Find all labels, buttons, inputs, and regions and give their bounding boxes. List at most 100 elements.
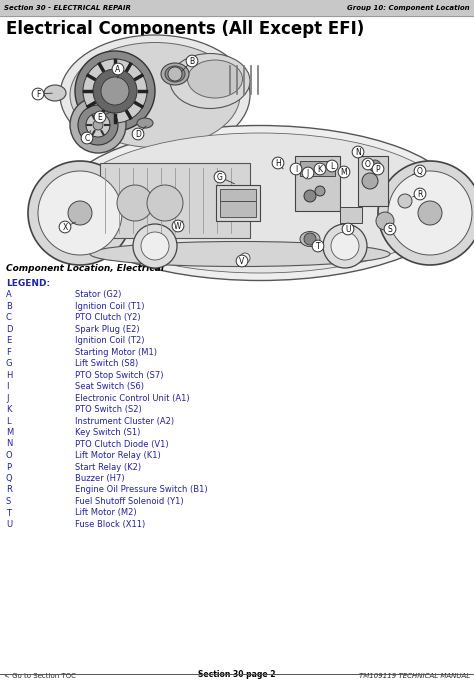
Circle shape — [133, 224, 177, 268]
Text: U: U — [6, 520, 12, 529]
Text: Ignition Coil (T1): Ignition Coil (T1) — [75, 301, 145, 310]
Text: S: S — [388, 225, 392, 234]
Text: T: T — [316, 241, 320, 251]
Ellipse shape — [70, 133, 450, 273]
Text: M: M — [341, 167, 347, 176]
Text: C: C — [84, 133, 90, 142]
Text: F: F — [6, 348, 11, 357]
Bar — [0, 20, 474, 261]
Text: Start Relay (K2): Start Relay (K2) — [75, 462, 141, 471]
Text: M: M — [6, 428, 13, 437]
Ellipse shape — [44, 85, 66, 101]
Text: J: J — [6, 393, 9, 402]
Circle shape — [86, 113, 110, 137]
Circle shape — [240, 253, 250, 263]
Circle shape — [362, 173, 378, 189]
Circle shape — [68, 201, 92, 225]
Circle shape — [418, 201, 442, 225]
Circle shape — [168, 67, 182, 81]
Text: B: B — [6, 301, 12, 310]
Text: A: A — [6, 290, 12, 299]
Text: E: E — [98, 113, 102, 122]
Circle shape — [388, 171, 472, 255]
Circle shape — [398, 194, 412, 208]
Ellipse shape — [90, 241, 390, 267]
Bar — [340, 207, 362, 223]
Circle shape — [101, 77, 129, 105]
Text: Section 30 - ELECTRICAL REPAIR: Section 30 - ELECTRICAL REPAIR — [4, 5, 131, 11]
Text: H: H — [275, 158, 281, 167]
Text: K: K — [318, 164, 322, 173]
Text: B: B — [190, 57, 194, 66]
Circle shape — [376, 212, 394, 230]
Text: E: E — [6, 336, 11, 345]
Circle shape — [83, 59, 147, 123]
Text: PTO Clutch (Y2): PTO Clutch (Y2) — [75, 313, 141, 322]
Circle shape — [323, 224, 367, 268]
Text: L: L — [6, 417, 10, 426]
Text: Buzzer (H7): Buzzer (H7) — [75, 474, 125, 483]
Circle shape — [378, 161, 474, 265]
Text: I: I — [6, 382, 9, 391]
Circle shape — [304, 190, 316, 202]
Circle shape — [38, 171, 122, 255]
Text: D: D — [6, 325, 12, 334]
Ellipse shape — [161, 63, 189, 85]
Circle shape — [141, 232, 169, 260]
Circle shape — [315, 186, 325, 196]
Text: P: P — [6, 462, 11, 471]
Circle shape — [75, 51, 155, 131]
Text: Electrical Components (All Except EFI): Electrical Components (All Except EFI) — [6, 20, 364, 38]
Ellipse shape — [300, 231, 320, 247]
Text: D: D — [135, 129, 141, 138]
Text: T: T — [6, 509, 11, 518]
Circle shape — [117, 185, 153, 221]
Text: L: L — [330, 162, 334, 171]
Text: Stator (G2): Stator (G2) — [75, 290, 121, 299]
Text: F: F — [36, 90, 40, 99]
Ellipse shape — [137, 118, 153, 128]
Circle shape — [28, 161, 132, 265]
Text: X: X — [63, 223, 68, 231]
Text: K: K — [6, 405, 11, 414]
Bar — [216, 185, 260, 221]
Ellipse shape — [188, 60, 243, 98]
Text: LEGEND:: LEGEND: — [6, 279, 50, 288]
Text: Electronic Control Unit (A1): Electronic Control Unit (A1) — [75, 393, 190, 402]
Text: G: G — [6, 359, 12, 368]
Circle shape — [369, 160, 381, 172]
Circle shape — [93, 120, 103, 130]
Text: I: I — [295, 164, 297, 173]
Ellipse shape — [60, 126, 460, 281]
Text: V: V — [239, 256, 245, 265]
Text: O: O — [365, 160, 371, 169]
Text: N: N — [355, 147, 361, 156]
Ellipse shape — [70, 43, 240, 147]
Text: W: W — [174, 222, 182, 231]
Bar — [0, 0, 474, 16]
Text: J: J — [307, 169, 309, 178]
Bar — [295, 156, 340, 211]
Circle shape — [304, 233, 316, 245]
Circle shape — [331, 232, 359, 260]
Text: U: U — [345, 225, 351, 234]
Text: C: C — [6, 313, 12, 322]
Text: Q: Q — [417, 167, 423, 176]
Text: G: G — [217, 173, 223, 182]
Circle shape — [147, 185, 183, 221]
Text: Fuse Block (X11): Fuse Block (X11) — [75, 520, 145, 529]
Bar — [358, 156, 388, 206]
Text: Component Location, Electrical: Component Location, Electrical — [6, 264, 164, 273]
Bar — [300, 161, 335, 176]
Text: Engine Oil Pressure Switch (B1): Engine Oil Pressure Switch (B1) — [75, 486, 208, 495]
Text: A: A — [115, 64, 120, 73]
Text: R: R — [6, 486, 12, 495]
Text: Lift Motor (M2): Lift Motor (M2) — [75, 509, 137, 518]
Circle shape — [70, 97, 126, 153]
Text: PTO Stop Switch (S7): PTO Stop Switch (S7) — [75, 370, 164, 379]
Bar — [220, 201, 256, 217]
Text: R: R — [417, 189, 423, 198]
Text: Group 10: Component Location: Group 10: Component Location — [347, 5, 470, 11]
Text: TM109119 TECHNICAL MANUAL: TM109119 TECHNICAL MANUAL — [359, 673, 470, 679]
Circle shape — [78, 105, 118, 145]
